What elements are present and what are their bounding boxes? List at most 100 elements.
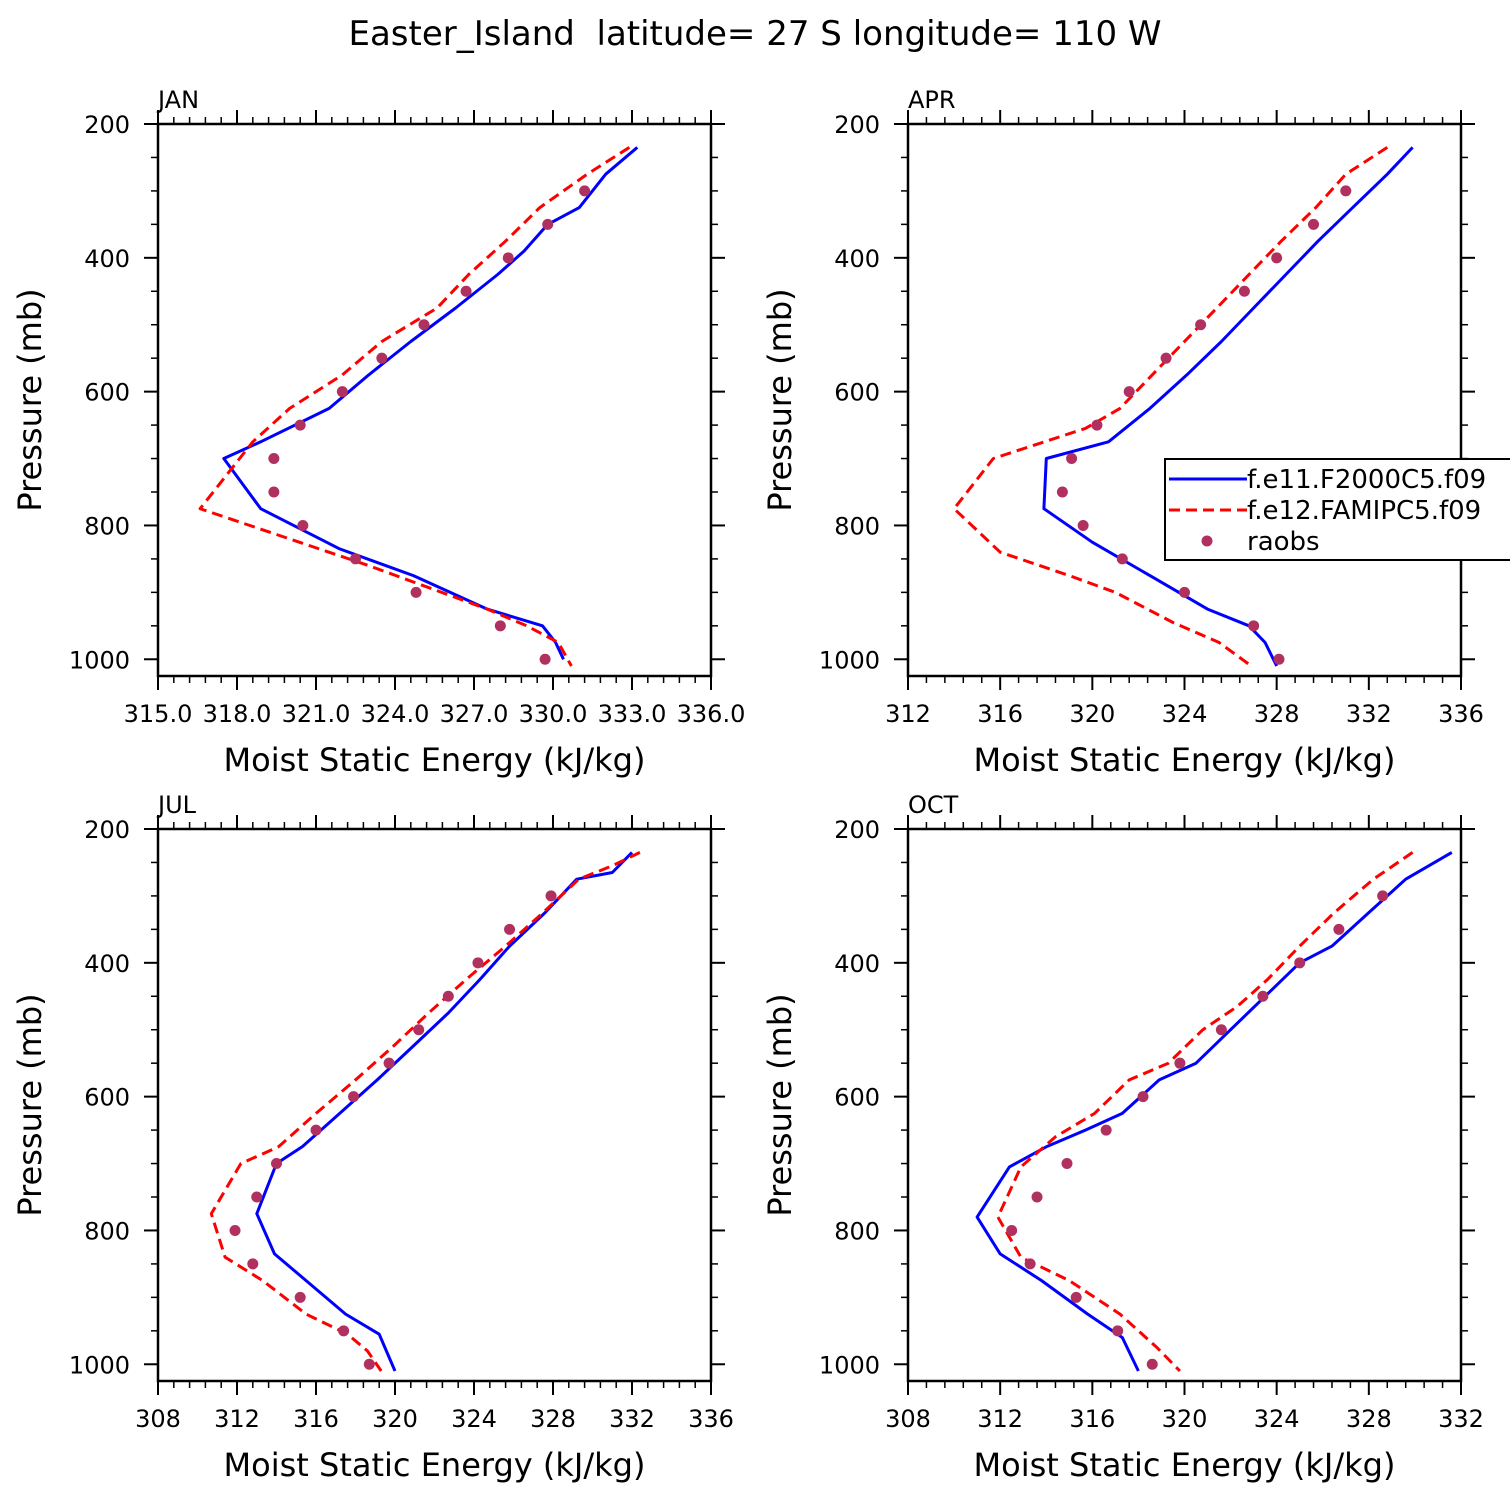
raobs-point: [1215, 1024, 1227, 1036]
y-axis-label: Pressure (mb): [761, 288, 799, 511]
x-tick-label: 336: [1438, 700, 1484, 728]
raobs-point: [545, 890, 557, 902]
raobs-point: [1066, 453, 1078, 465]
x-tick-label: 312: [977, 1405, 1023, 1433]
y-tick-label: 1000: [819, 1351, 880, 1379]
raobs-point: [376, 352, 388, 364]
x-tick-label: 321.0: [282, 700, 351, 728]
raobs-point: [1091, 419, 1103, 431]
plot-frame: [156, 122, 713, 678]
raobs-point: [1031, 1191, 1043, 1203]
x-tick-label: 332: [609, 1405, 655, 1433]
raobs-point: [472, 957, 484, 969]
x-tick-label: 332: [1346, 700, 1392, 728]
series-line-f2000c5: [975, 851, 1453, 1372]
y-tick-label: 200: [834, 816, 880, 844]
raobs-point: [1377, 890, 1389, 902]
raobs-point: [336, 386, 348, 398]
x-tick-label: 327.0: [440, 700, 509, 728]
y-axis-label: Pressure (mb): [11, 288, 49, 511]
raobs-point: [539, 653, 551, 665]
y-tick-label: 400: [834, 245, 880, 273]
raobs-point: [1248, 620, 1260, 632]
raobs-point: [1100, 1124, 1112, 1136]
x-tick-label: 333.0: [598, 700, 667, 728]
y-tick-label: 800: [84, 512, 130, 540]
raobs-point: [348, 1091, 360, 1103]
panel-apr: APR 312 316 320 324 328 332 336 200 400 600 800 1000…: [761, 86, 1484, 779]
raobs-point: [1257, 990, 1269, 1002]
x-tick-label: 328: [1346, 1405, 1392, 1433]
raobs-point: [502, 252, 514, 264]
x-tick-label: 312: [214, 1405, 260, 1433]
raobs-point: [350, 553, 361, 565]
series-line-famipc5: [198, 146, 631, 667]
x-tick-label: 318.0: [203, 700, 272, 728]
raobs-point: [1137, 1091, 1149, 1103]
raobs-point: [1294, 957, 1306, 969]
y-tick-label: 400: [834, 950, 880, 978]
legend-marker-raobs: [1201, 535, 1213, 547]
raobs-point: [271, 1158, 282, 1170]
raobs-point: [1024, 1258, 1036, 1270]
series-line-famipc5: [996, 851, 1414, 1373]
raobs-point: [460, 285, 472, 297]
raobs-point: [1112, 1325, 1124, 1337]
raobs-point: [579, 185, 591, 197]
x-tick-label: 315.0: [124, 700, 193, 728]
x-axis-label: Moist Static Energy (kJ/kg): [974, 1446, 1396, 1484]
raobs-point: [1123, 386, 1135, 398]
x-tick-label: 316: [977, 700, 1023, 728]
y-tick-label: 800: [834, 1217, 880, 1245]
series-line-f2000c5: [222, 146, 639, 660]
plot-frame: [156, 827, 713, 1383]
x-tick-label: 332: [1438, 1405, 1484, 1433]
raobs-point: [442, 990, 454, 1002]
raobs-point: [363, 1358, 375, 1370]
raobs-point: [1333, 923, 1345, 935]
y-tick-label: 200: [84, 111, 130, 139]
raobs-point: [1174, 1057, 1186, 1069]
x-tick-label: 324: [451, 1405, 497, 1433]
y-tick-label: 200: [834, 111, 880, 139]
raobs-point: [1077, 519, 1089, 531]
x-tick-label: 312: [885, 700, 931, 728]
raobs-point: [1340, 185, 1352, 197]
series-line-f2000c5: [255, 851, 634, 1372]
y-tick-label: 600: [834, 379, 880, 407]
legend-label: f.e12.FAMIPC5.f09: [1247, 496, 1481, 526]
x-axis-label: Moist Static Energy (kJ/kg): [974, 741, 1396, 779]
x-tick-label: 316: [293, 1405, 339, 1433]
raobs-point: [1061, 1158, 1073, 1170]
y-tick-label: 200: [84, 816, 130, 844]
raobs-point: [251, 1191, 263, 1203]
y-axis-label: Pressure (mb): [11, 993, 49, 1216]
figure-title: Easter_Island latitude= 27 S longitude= …: [348, 14, 1161, 54]
raobs-point: [1273, 653, 1285, 665]
legend-label: f.e11.F2000C5.f09: [1247, 465, 1486, 495]
raobs-point: [542, 218, 554, 230]
panel-title: JAN: [156, 86, 199, 114]
raobs-point: [229, 1224, 241, 1236]
y-tick-label: 800: [84, 1217, 130, 1245]
series-line-f2000c5: [1042, 146, 1414, 667]
raobs-point: [1070, 1291, 1082, 1303]
panel-jul: JUL 308 312 316 320 324 328 332 336 200 400 600 800 1…: [11, 791, 734, 1484]
panel-oct: OCT 308 312 316 320 324 328 332 200 400 600 800 1000…: [761, 791, 1484, 1484]
raobs-point: [1006, 1224, 1018, 1236]
plot-frame: [906, 827, 1463, 1383]
x-tick-label: 320: [372, 1405, 418, 1433]
raobs-point: [294, 1291, 306, 1303]
raobs-point: [1308, 218, 1320, 230]
y-tick-label: 1000: [819, 646, 880, 674]
x-tick-label: 336.0: [677, 700, 746, 728]
raobs-point: [268, 453, 280, 465]
y-tick-label: 600: [84, 1084, 130, 1112]
y-tick-label: 400: [84, 950, 130, 978]
raobs-point: [418, 319, 430, 331]
x-tick-label: 316: [1069, 1405, 1115, 1433]
panel-title: OCT: [908, 791, 959, 819]
raobs-point: [1238, 285, 1250, 297]
